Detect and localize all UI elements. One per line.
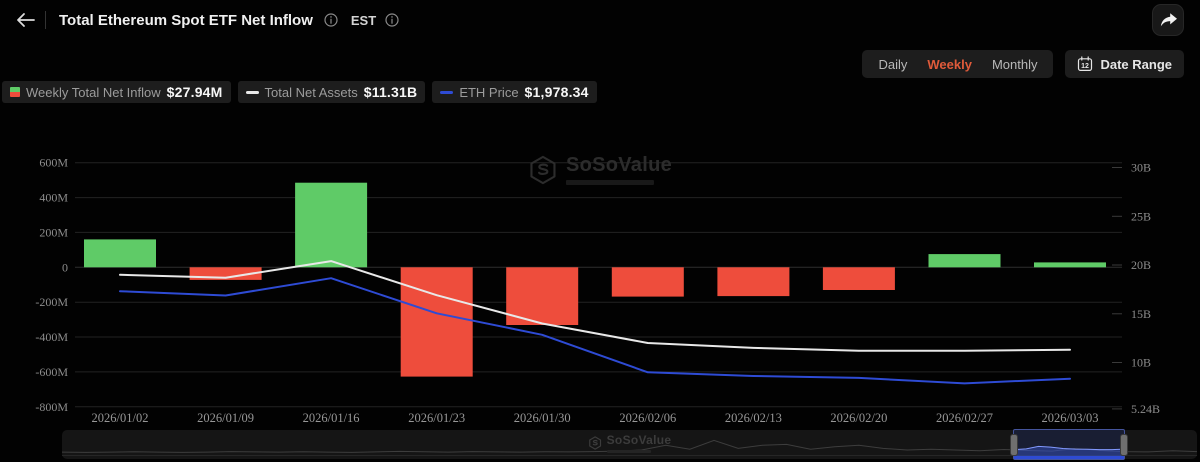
legend-item-2[interactable]: ETH Price $1,978.34 bbox=[432, 81, 597, 103]
main-chart-svg[interactable]: 600M 400M 200M 0 -200M -400M -600M -800M 30B 25B 2… bbox=[0, 130, 1200, 430]
bar-2026/03/03[interactable] bbox=[1034, 262, 1106, 268]
navigator-handle-left[interactable] bbox=[1010, 433, 1019, 456]
svg-text:20B: 20B bbox=[1131, 258, 1151, 272]
header-divider bbox=[45, 11, 46, 29]
bar-2026/01/02[interactable] bbox=[84, 239, 156, 268]
legend-swatch-white-line-icon bbox=[245, 90, 259, 94]
svg-text:-400M: -400M bbox=[35, 330, 68, 344]
tab-weekly[interactable]: Weekly bbox=[927, 56, 972, 72]
eth-price-line bbox=[119, 277, 1071, 385]
svg-text:12: 12 bbox=[1082, 63, 1090, 70]
svg-text:2026/02/20: 2026/02/20 bbox=[830, 411, 887, 425]
gridlines bbox=[75, 162, 1122, 408]
svg-text:2026/01/09: 2026/01/09 bbox=[197, 411, 254, 425]
bar-2026/02/13[interactable] bbox=[717, 267, 790, 297]
legend-label: ETH Price bbox=[459, 84, 519, 100]
svg-text:2026/01/30: 2026/01/30 bbox=[514, 411, 571, 425]
calendar-icon: 12 bbox=[1078, 56, 1093, 72]
svg-text:200M: 200M bbox=[39, 225, 68, 239]
svg-text:25B: 25B bbox=[1131, 209, 1151, 223]
bar-2026/02/27[interactable] bbox=[928, 254, 1001, 268]
period-tabs: Daily Weekly Monthly bbox=[862, 50, 1054, 78]
back-button[interactable] bbox=[16, 12, 36, 28]
svg-text:600M: 600M bbox=[39, 156, 68, 170]
svg-text:-600M: -600M bbox=[35, 365, 68, 379]
range-navigator[interactable]: SoSoValue bbox=[62, 429, 1197, 460]
legend-item-1[interactable]: Total Net Assets $11.31B bbox=[237, 81, 426, 103]
navigator-handle-right[interactable] bbox=[1120, 433, 1129, 456]
bar-2026/01/16[interactable] bbox=[295, 182, 368, 268]
legend-swatch-bar-icon bbox=[10, 87, 20, 97]
svg-text:2026/02/27: 2026/02/27 bbox=[936, 411, 993, 425]
legend-label: Weekly Total Net Inflow bbox=[26, 84, 161, 100]
left-axis-labels: 600M 400M 200M 0 -200M -400M -600M -800M bbox=[35, 156, 68, 414]
tab-daily[interactable]: Daily bbox=[878, 56, 908, 72]
legend-label: Total Net Assets bbox=[264, 84, 358, 100]
svg-text:0: 0 bbox=[62, 260, 68, 274]
legend: Weekly Total Net Inflow $27.94M Total Net … bbox=[2, 81, 597, 103]
legend-swatch-blue-line-icon bbox=[440, 90, 454, 94]
legend-value: $27.94M bbox=[166, 84, 223, 100]
svg-text:30B: 30B bbox=[1131, 161, 1151, 175]
date-range-button[interactable]: 12 Date Range bbox=[1065, 50, 1184, 78]
controls-row: Daily Weekly Monthly 12 Date Range bbox=[862, 50, 1184, 78]
svg-text:2026/03/03: 2026/03/03 bbox=[1042, 411, 1099, 425]
svg-text:2026/01/02: 2026/01/02 bbox=[92, 411, 149, 425]
bar-2026/02/20[interactable] bbox=[822, 267, 895, 290]
svg-text:2026/02/13: 2026/02/13 bbox=[725, 411, 782, 425]
navigator-selection[interactable] bbox=[1010, 429, 1129, 460]
bar-2026/01/23[interactable] bbox=[400, 267, 473, 377]
timezone-info-icon[interactable] bbox=[385, 13, 399, 27]
share-button[interactable] bbox=[1152, 4, 1184, 36]
title-info-icon[interactable] bbox=[324, 13, 338, 27]
svg-text:-800M: -800M bbox=[35, 400, 68, 414]
legend-item-0[interactable]: Weekly Total Net Inflow $27.94M bbox=[2, 81, 231, 103]
svg-text:2026/01/16: 2026/01/16 bbox=[303, 411, 360, 425]
selection-mini-chart bbox=[1014, 430, 1125, 459]
chart-area[interactable]: 600M 400M 200M 0 -200M -400M -600M -800M 30B 25B 2… bbox=[0, 130, 1200, 430]
arrow-left-icon bbox=[17, 13, 35, 27]
svg-text:5.24B: 5.24B bbox=[1131, 402, 1160, 416]
page-title: Total Ethereum Spot ETF Net Inflow bbox=[59, 11, 313, 29]
bar-2026/02/06[interactable] bbox=[611, 267, 684, 297]
svg-text:2026/01/23: 2026/01/23 bbox=[408, 411, 465, 425]
svg-text:-200M: -200M bbox=[35, 295, 68, 309]
net-inflow-bars[interactable] bbox=[84, 182, 1106, 377]
legend-value: $1,978.34 bbox=[524, 84, 589, 100]
bar-2026/01/30[interactable] bbox=[506, 267, 579, 325]
timezone-label: EST bbox=[350, 12, 377, 28]
svg-text:400M: 400M bbox=[39, 191, 68, 205]
share-icon bbox=[1160, 12, 1177, 26]
svg-text:2026/02/06: 2026/02/06 bbox=[619, 411, 676, 425]
svg-text:10B: 10B bbox=[1131, 356, 1151, 370]
tab-monthly[interactable]: Monthly bbox=[991, 56, 1038, 72]
legend-value: $11.31B bbox=[363, 84, 418, 100]
date-range-label: Date Range bbox=[1100, 56, 1172, 72]
header: Total Ethereum Spot ETF Net Inflow EST bbox=[0, 0, 1200, 40]
net-assets-line bbox=[119, 260, 1071, 352]
right-axis-labels: 30B 25B 20B 15B 10B 5.24B bbox=[1112, 161, 1160, 416]
x-axis-labels: 2026/01/02 2026/01/09 2026/01/16 2026/01/23… bbox=[92, 411, 1099, 425]
svg-text:15B: 15B bbox=[1131, 307, 1151, 321]
